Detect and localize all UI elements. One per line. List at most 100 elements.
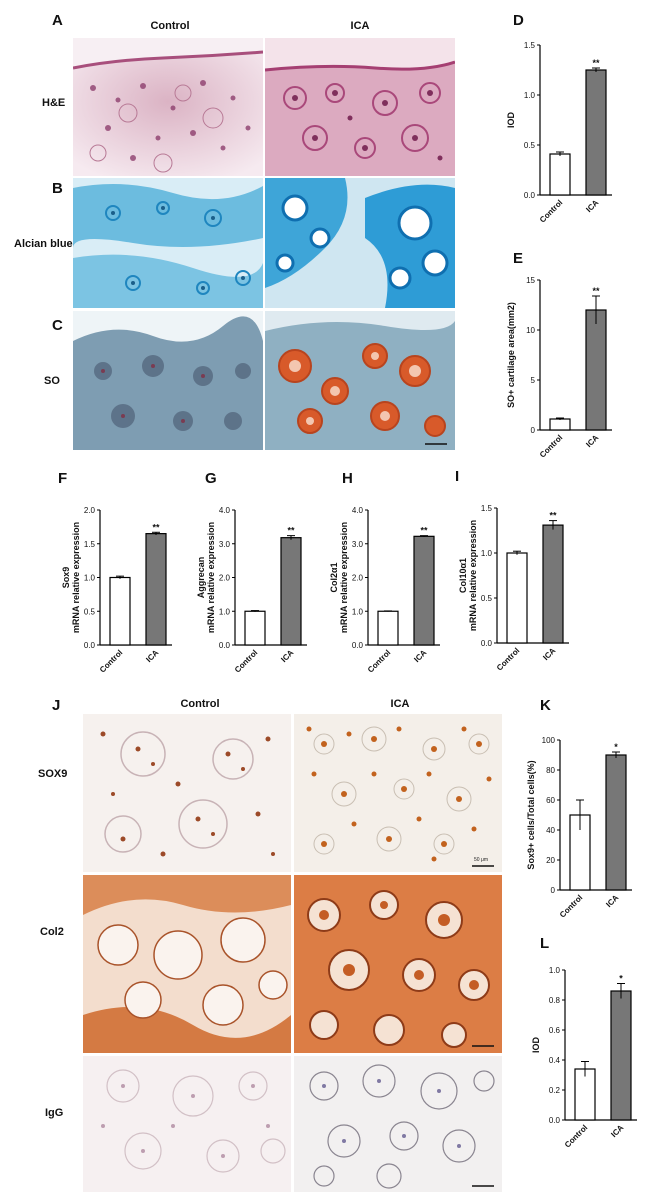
y-tick-label: 5 <box>531 376 536 385</box>
y-tick-label: 1.0 <box>352 607 364 616</box>
y-tick-label: 0 <box>551 886 556 895</box>
bar-control <box>109 576 131 646</box>
y-axis-label: mRNA relative expression <box>468 520 478 631</box>
col2-control-image <box>83 875 291 1053</box>
y-tick-label: 0.0 <box>84 641 96 650</box>
y-tick-label: 2.0 <box>219 574 231 583</box>
row-label-he: H&E <box>42 97 66 109</box>
significance-marker: ** <box>287 526 295 536</box>
significance-marker: ** <box>152 522 160 532</box>
x-tick-label: ICA <box>541 646 557 662</box>
y-tick-label: 0.4 <box>549 1056 561 1065</box>
y-tick-label: 4.0 <box>352 506 364 515</box>
bar-ica <box>542 524 564 644</box>
bar-ica <box>585 309 607 431</box>
column-label-control: Control <box>150 20 190 32</box>
y-tick-label: 3.0 <box>219 540 231 549</box>
x-tick-label: ICA <box>604 893 620 909</box>
bar-ica <box>413 535 435 646</box>
y-tick-label: 15 <box>526 276 535 285</box>
panel-letter-c: C <box>52 317 63 334</box>
significance-marker: ** <box>549 511 557 521</box>
panel-letter-k: K <box>540 697 551 714</box>
bar-control <box>574 1068 596 1121</box>
y-axis-label: mRNA relative expression <box>339 522 349 633</box>
bar-control <box>377 610 399 646</box>
chart-e-so-area: 0 5 10 15 SO+ cartilage area(mm2) Control ** IC… <box>506 276 612 460</box>
column-label-ica: ICA <box>350 20 370 32</box>
x-tick-label: ICA <box>279 648 295 664</box>
y-tick-label: 10 <box>526 326 535 335</box>
ihc-column-label-control: Control <box>180 698 220 710</box>
y-tick-label: 4.0 <box>219 506 231 515</box>
alcian-control-image <box>73 178 263 308</box>
chart-l-iod: 0.0 0.2 0.4 0.6 0.8 1.0 IOD Control * ICA <box>531 966 637 1150</box>
y-axis-label: SO+ cartilage area(mm2) <box>506 302 516 408</box>
col2-ica-image <box>294 875 502 1053</box>
y-axis-label: IOD <box>531 1037 541 1054</box>
y-tick-label: 0.5 <box>481 594 493 603</box>
y-tick-label: 0.5 <box>84 607 96 616</box>
panel-letter-a: A <box>52 12 63 29</box>
bar-control <box>244 610 266 646</box>
bar-ica <box>280 537 302 646</box>
chart-k-sox9-cells: 0 20 40 60 80 100 Sox9+ cells/Total cells(%) Co… <box>526 736 632 920</box>
y-axis-label: mRNA relative expression <box>71 522 81 633</box>
y-tick-label: 1.0 <box>524 91 536 100</box>
x-tick-label: ICA <box>584 198 600 214</box>
x-tick-label: ICA <box>584 433 600 449</box>
y-tick-label: 0.5 <box>524 141 536 150</box>
y-tick-label: 1.5 <box>84 540 96 549</box>
chart-i-col10a1-mrna: 0.0 0.5 1.0 1.5 Col10α1 mRNA relative express… <box>458 504 569 673</box>
x-tick-label: ICA <box>412 648 428 664</box>
panel-letter-g: G <box>205 470 217 487</box>
x-tick-label: ICA <box>144 648 160 664</box>
x-tick-label: Control <box>558 893 584 919</box>
y-tick-label: 0.0 <box>524 191 536 200</box>
x-tick-label: Control <box>495 646 521 672</box>
bar-ica <box>610 990 632 1121</box>
y-tick-label: 1.5 <box>524 41 536 50</box>
bar-ica <box>585 69 607 196</box>
so-ica-image <box>265 311 455 450</box>
scale-bar-label: 50 μm <box>474 857 488 863</box>
y-tick-label: 0 <box>531 426 536 435</box>
y-tick-label: 80 <box>546 766 555 775</box>
y-tick-label: 0.8 <box>549 996 561 1005</box>
so-control-image <box>73 311 263 450</box>
y-axis-label: Aggrecan <box>196 557 206 599</box>
x-tick-label: Control <box>563 1123 589 1149</box>
significance-marker: * <box>614 742 618 752</box>
y-tick-label: 2.0 <box>352 574 364 583</box>
x-tick-label: Control <box>366 648 392 674</box>
row-label-so: SO <box>44 375 60 387</box>
row-label-igg: IgG <box>45 1107 64 1119</box>
y-tick-label: 1.0 <box>84 574 96 583</box>
panel-letter-f: F <box>58 470 68 487</box>
bar-control <box>549 418 571 431</box>
y-axis-label: Sox9+ cells/Total cells(%) <box>526 760 536 869</box>
he-ica-image <box>265 38 455 176</box>
y-axis-label: Col2α1 <box>329 562 339 592</box>
y-axis-label: mRNA relative expression <box>206 522 216 633</box>
y-axis-label: IOD <box>506 112 516 129</box>
y-tick-label: 20 <box>546 856 555 865</box>
panel-letter-h: H <box>342 470 353 487</box>
y-tick-label: 0.0 <box>352 641 364 650</box>
chart-h-col2a1-mrna: 0.0 1.0 2.0 3.0 4.0 Col2α1 mRNA relative expre… <box>329 506 440 675</box>
panel-letter-e: E <box>513 250 524 267</box>
sox9-control-image <box>83 714 291 872</box>
chart-g-aggrecan-mrna: 0.0 1.0 2.0 3.0 4.0 Aggrecan mRNA relative exp… <box>196 506 307 675</box>
row-label-col2: Col2 <box>40 926 64 938</box>
y-tick-label: 1.5 <box>481 504 493 513</box>
y-tick-label: 0.0 <box>219 641 231 650</box>
panel-letter-b: B <box>52 180 63 197</box>
significance-marker: ** <box>420 526 428 536</box>
chart-d-iod: 0.0 0.5 1.0 1.5 IOD Control ** ICA <box>506 41 612 225</box>
y-tick-label: 100 <box>542 736 556 745</box>
y-tick-label: 0.2 <box>549 1086 561 1095</box>
y-tick-label: 1.0 <box>549 966 561 975</box>
y-axis-label: Col10α1 <box>458 558 468 593</box>
y-tick-label: 0.0 <box>549 1116 561 1125</box>
x-tick-label: ICA <box>609 1123 625 1139</box>
